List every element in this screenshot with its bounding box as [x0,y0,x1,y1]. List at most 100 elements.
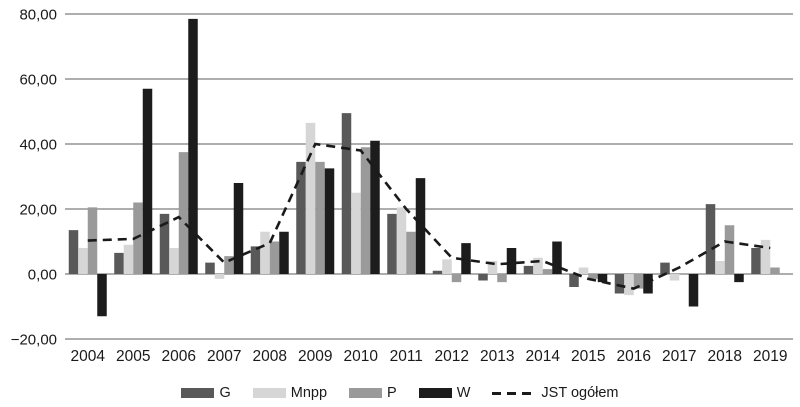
bar-G-2007 [205,262,215,274]
bar-W-2018 [734,274,744,283]
bar-G-2018 [705,204,716,274]
x-tick-label-2010: 2010 [344,348,379,365]
y-tick-label: 40,00 [19,137,57,154]
bar-P-2008 [269,241,280,274]
bar-P-2006 [178,152,189,274]
x-tick-label-2008: 2008 [253,348,287,365]
x-tick-label-2006: 2006 [162,348,196,365]
bar-P-2012 [451,274,462,283]
bar-Mnpp-2005 [123,244,134,274]
bar-W-2017 [688,274,699,307]
legend-item-G: G [181,385,231,401]
chart-plot-area: 80,00 60,00 40,00 20,00 0,00 −20,00 2004 2005 20… [11,7,793,365]
bar-W-2006 [188,18,198,274]
legend-color-swatch [418,388,452,398]
bar-G-2006 [159,213,170,274]
x-tick-label-2011: 2011 [390,348,423,365]
y-tick-label: 0,00 [28,267,57,284]
x-tick-label-2015: 2015 [571,348,605,365]
legend-label: JST ogółem [541,385,619,401]
bar-G-2013 [478,274,488,281]
bar-Mnpp-2010 [351,192,361,274]
bar-G-2017 [660,262,670,274]
bar-W-2015 [597,274,608,283]
bar-G-2014 [523,265,534,274]
bar-G-2015 [569,274,579,287]
bar-W-2009 [324,168,335,274]
bar-Mnpp-2016 [624,274,634,296]
bar-G-2016 [614,274,625,294]
x-tick-label-2012: 2012 [435,348,469,365]
bar-G-2008 [250,246,261,274]
x-tick-label-2016: 2016 [617,348,651,365]
bar-W-2012 [461,243,471,274]
legend-label: P [387,385,397,401]
bar-G-2009 [296,161,306,274]
bar-Mnpp-2015 [578,267,589,274]
x-tick-label-2017: 2017 [662,348,696,365]
bar-P-2016 [633,274,644,289]
legend-item-Mnpp: Mnpp [252,385,328,401]
bar-Mnpp-2018 [715,261,725,274]
bar-Mnpp-2008 [260,231,270,274]
bar-W-2007 [233,183,244,274]
y-tick-label: 20,00 [19,202,57,219]
bar-Mnpp-2019 [760,239,771,274]
x-tick-label-2014: 2014 [526,348,561,365]
legend-label: Mnpp [290,385,328,401]
bar-G-2004 [68,230,79,274]
legend-label: W [456,385,471,401]
bar-Mnpp-2007 [214,274,225,279]
legend-item-P: P [349,385,397,401]
bar-G-2010 [341,113,352,274]
bar-P-2014 [542,269,553,274]
bar-G-2012 [432,270,443,274]
bar-W-2011 [415,178,426,274]
bar-W-2008 [279,231,289,274]
bar-G-2005 [114,252,124,274]
bar-P-2009 [315,161,325,274]
x-tick-label-2018: 2018 [708,348,742,365]
bar-W-2016 [643,274,653,294]
bar-W-2005 [142,88,153,274]
x-tick-label-2005: 2005 [116,348,150,365]
x-tick-label-2009: 2009 [298,348,332,365]
legend-label: G [219,385,231,401]
bar-W-2013 [506,248,517,274]
legend-color-swatch [181,388,215,398]
bar-G-2019 [751,248,761,274]
bar-P-2015 [588,274,598,279]
legend-color-swatch [349,388,383,398]
bar-P-2005 [133,202,143,274]
bar-P-2011 [406,231,416,274]
bar-Mnpp-2012 [442,259,452,274]
bar-P-2019 [770,267,780,274]
bar-Mnpp-2017 [669,274,680,281]
bar-W-2004 [97,274,107,317]
bar-P-2018 [724,225,735,274]
line-JST ogółem [87,142,771,290]
legend-item-W: W [418,385,471,401]
chart-legend: G Mnpp P W JST ogółem [0,385,800,401]
legend-item-JST ogółem: JST ogółem [492,385,619,401]
x-tick-label-2007: 2007 [207,348,241,365]
legend-color-swatch [252,388,286,398]
bar-Mnpp-2004 [78,248,88,274]
x-tick-label-2019: 2019 [753,348,787,365]
y-tick-label: 80,00 [19,7,57,24]
y-tick-label: 60,00 [19,72,57,89]
bar-Mnpp-2009 [305,122,316,274]
bar-Mnpp-2014 [533,257,543,274]
bar-G-2011 [387,213,397,274]
bar-Mnpp-2011 [396,207,407,274]
legend-dash-swatch [492,391,537,395]
bar-Mnpp-2006 [169,248,179,274]
bar-P-2010 [360,147,371,274]
bar-W-2014 [552,241,562,274]
bar-Mnpp-2013 [487,261,498,274]
bar-P-2013 [497,274,507,283]
y-tick-label: −20,00 [11,332,57,349]
x-tick-label-2004: 2004 [71,348,106,365]
x-tick-label-2013: 2013 [480,348,514,365]
